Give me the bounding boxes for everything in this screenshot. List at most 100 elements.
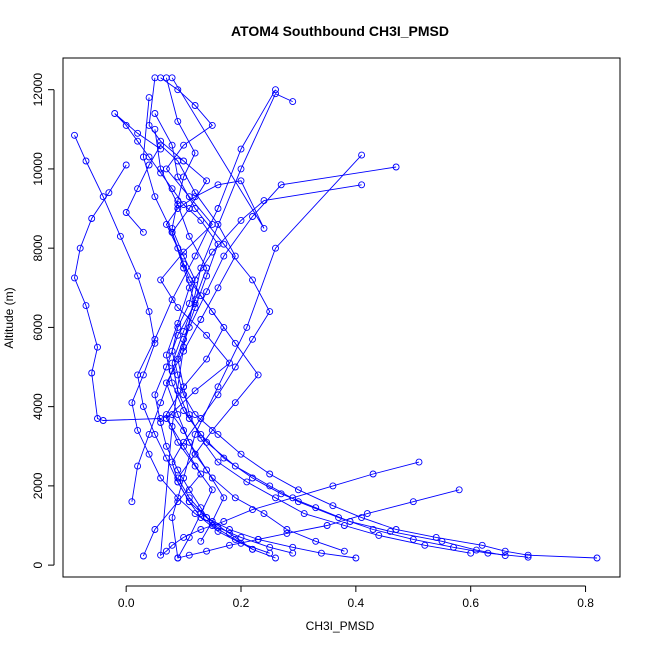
data-point [197,526,205,533]
data-point [237,145,245,153]
data-point [358,514,366,522]
data-point [191,430,199,438]
data-point [168,514,176,522]
data-point [231,252,239,260]
data-point [467,549,475,557]
data-point [185,411,193,419]
data-point [191,189,199,197]
data-point [317,549,325,557]
plot-frame [62,57,621,578]
data-point [249,506,256,514]
data-point [139,552,147,560]
data-point [71,131,78,139]
series-1 [162,74,601,562]
data-point [203,466,211,474]
data-point [157,276,165,284]
data-point [226,541,233,549]
data-point [300,510,308,518]
data-point [168,296,176,304]
series-2 [151,125,532,561]
series-6 [157,90,423,559]
data-point [162,379,170,387]
x-axis: 0.0 0.2 0.4 0.6 0.8 [118,585,594,610]
data-point [329,502,337,510]
data-point [122,209,130,216]
data-point [358,151,366,159]
data-point [249,474,256,482]
data-point [151,110,159,117]
data-point [139,371,147,379]
data-point [151,74,159,82]
data-point [501,547,509,555]
data-point [185,205,193,212]
data-point [289,549,297,557]
data-point [249,545,256,553]
data-point [134,137,142,145]
data-point [266,470,274,478]
data-point [157,399,165,407]
data-point [203,355,211,363]
data-point [335,514,343,522]
data-point [162,165,170,173]
data-point [369,526,377,533]
data-point [139,403,147,411]
data-point [214,383,222,391]
x-tick-label: 0.0 [118,596,135,610]
data-point [472,546,480,554]
data-point [243,323,251,331]
data-point [180,347,188,355]
data-point [94,415,101,422]
data-point [277,490,285,498]
data-point [438,537,446,545]
series-line [114,113,219,502]
data-point [208,522,216,529]
data-point [185,193,193,201]
data-point [237,177,245,185]
data-point [289,98,297,106]
data-point [421,541,429,549]
data-point [151,339,159,347]
data-point [191,149,199,157]
data-point [208,121,216,129]
data-point [134,129,142,137]
data-point [260,224,268,232]
data-point [455,486,463,494]
data-point [174,117,182,125]
data-point [157,169,165,177]
data-point [180,141,188,149]
data-point [162,351,170,359]
data-point [272,86,279,94]
data-point [197,434,205,442]
data-point [197,264,205,272]
data-point [145,308,153,316]
data-point [231,339,239,347]
data-point [174,157,182,165]
data-point [312,504,320,512]
data-point [214,458,222,466]
x-tick-label: 0.6 [462,596,479,610]
data-point [185,533,193,541]
data-point [266,549,274,557]
y-tick-label: 0 [31,561,45,568]
data-point [352,554,360,562]
data-point [185,232,193,240]
data-point [203,272,211,280]
data-point [283,529,291,537]
data-point [162,547,170,555]
data-point [191,387,199,395]
series-3 [162,181,509,560]
data-point [145,161,153,169]
data-point [180,201,188,209]
series-line [74,135,293,554]
data-point [272,90,279,98]
x-tick-label: 0.2 [233,596,250,610]
data-point [208,426,216,434]
series-line [148,77,225,559]
data-point [231,462,239,470]
data-point [231,363,239,371]
data-point [139,228,147,236]
data-point [208,518,216,525]
data-point [145,430,153,438]
data-point [203,514,211,522]
data-point [180,407,188,415]
